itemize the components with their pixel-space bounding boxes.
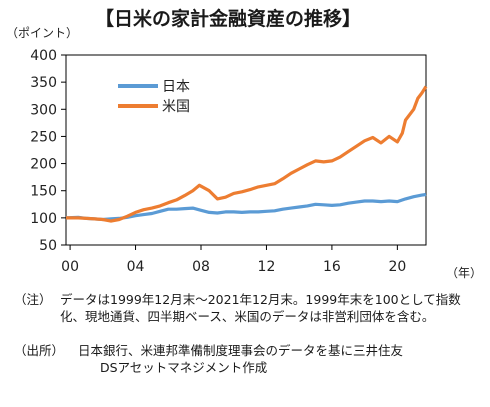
y-tick-label: 50 [39, 238, 57, 254]
x-tick-label: 20 [388, 259, 406, 275]
y-tick-label: 350 [30, 75, 57, 91]
plot-area [65, 54, 427, 246]
y-tick-label: 300 [30, 102, 57, 118]
y-axis: 50 100 150 200 250 300 350 400 [30, 48, 66, 254]
y-tick-label: 250 [30, 129, 57, 145]
legend-label: 米国 [162, 99, 190, 115]
x-tick-label: 16 [323, 259, 341, 275]
source-text-continued: DSアセットマネジメント作成 [100, 360, 268, 375]
x-axis: 00 04 08 12 16 20 [61, 245, 406, 275]
series-line-japan [65, 192, 427, 222]
chart-title: 【日米の家計金融資産の推移】 [95, 8, 362, 30]
source-text: 日本銀行、米連邦準備制度理事会のデータを基に三井住友 [78, 343, 404, 358]
x-tick-label: 08 [192, 259, 210, 275]
series-lines [65, 85, 428, 223]
y-axis-unit: （ポイント） [6, 26, 78, 40]
series-line-us [66, 85, 428, 223]
note-text: データは1999年12月末～2021年12月末。1999年末を100として指数化… [60, 292, 461, 324]
x-tick-label: 04 [127, 259, 145, 275]
source-label: （出所） [14, 343, 65, 358]
y-tick-label: 100 [30, 211, 57, 227]
y-tick-label: 150 [30, 184, 57, 200]
x-tick-label: 12 [258, 259, 276, 275]
y-tick-label: 400 [30, 48, 57, 64]
x-tick-label: 00 [61, 259, 79, 275]
y-tick-label: 200 [30, 157, 57, 173]
x-axis-unit: （年） [446, 266, 482, 280]
legend-label: 日本 [162, 79, 190, 95]
note-label: （注） [14, 292, 52, 307]
